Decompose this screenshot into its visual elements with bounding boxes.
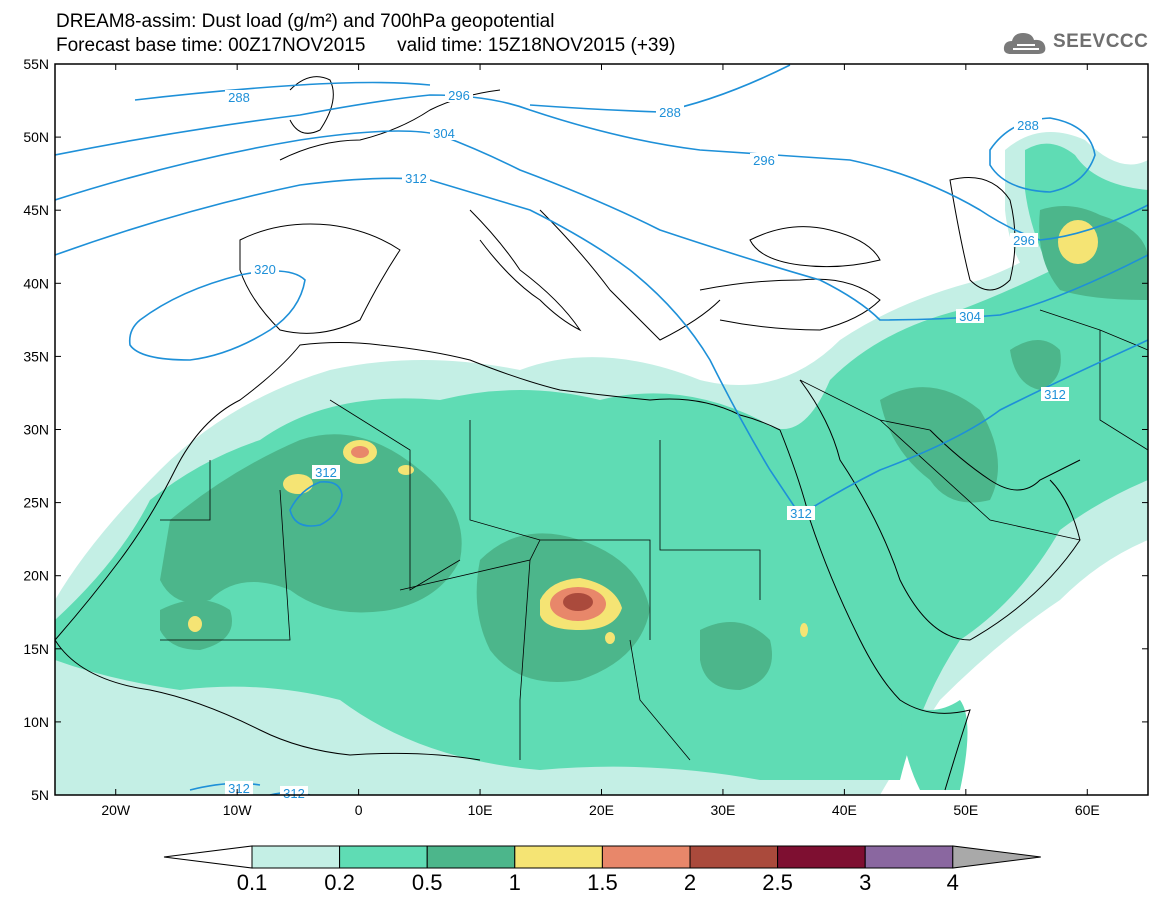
logo-text: SEEVCCC [1053, 31, 1149, 52]
x-tick-label: 20W [101, 802, 131, 818]
coastline-caspian [949, 177, 1016, 291]
colorbar-label: 2 [684, 870, 696, 895]
y-tick-label: 25N [23, 495, 49, 511]
y-tick-label: 10N [23, 714, 49, 730]
colorbar-segments [163, 845, 1041, 869]
coastline-black-sea [749, 226, 881, 268]
coastline-gulf [929, 429, 1081, 491]
colorbar-label: 1 [509, 870, 521, 895]
contour-320 [128, 270, 306, 361]
x-tick-label: 10E [468, 802, 493, 818]
contour-label: 312 [405, 171, 427, 186]
contour-296-west [55, 94, 1148, 241]
dust-area-strong-mauritania [283, 474, 313, 494]
x-axis-ticks: 20W 10W 0 10E 20E 30E 40E 50E 60E [101, 64, 1100, 818]
colorbar-segment [339, 845, 428, 869]
dust-area-red [563, 593, 593, 611]
colorbar-label: 4 [947, 870, 959, 895]
y-tick-label: 30N [23, 422, 49, 438]
contour-label: 320 [254, 262, 276, 277]
dust-area-strong-spot2 [605, 632, 615, 644]
contour-312-sahara [289, 480, 343, 527]
contour-label: 296 [753, 153, 775, 168]
x-tick-label: 40E [832, 802, 857, 818]
contour-label: 312 [315, 465, 337, 480]
cloud-logo-icon [1003, 33, 1046, 54]
contour-label: 288 [1017, 118, 1039, 133]
colorbar-labels: 0.1 0.2 0.5 1 1.5 2 2.5 3 4 [237, 870, 959, 895]
contour-label: 312 [1044, 387, 1066, 402]
y-axis-ticks: 55N 50N 45N 40N 35N 30N 25N 20N 15N 10N 5N [23, 56, 1148, 803]
coastline-iberia [239, 223, 401, 334]
colorbar-label: 0.1 [237, 870, 268, 895]
x-tick-label: 60E [1075, 802, 1100, 818]
x-tick-label: 50E [953, 802, 978, 818]
colorbar-segment [426, 845, 516, 869]
contour-label: 288 [228, 90, 250, 105]
y-tick-label: 20N [23, 568, 49, 584]
forecast-time-line: Forecast base time: 00Z17NOV2015 valid t… [56, 35, 676, 56]
contour-label: 304 [959, 309, 981, 324]
colorbar-segment [777, 845, 866, 869]
contour-288-west [134, 81, 431, 101]
y-tick-label: 40N [23, 275, 49, 291]
map-title: DREAM8-assim: Dust load (g/m²) and 700hP… [56, 11, 555, 32]
colorbar-over-arrow [952, 845, 1041, 869]
colorbar-segment [514, 845, 603, 869]
coastline-balkans [539, 209, 721, 341]
dust-area-heavy-sahara [160, 434, 462, 613]
colorbar-segment [251, 845, 341, 869]
y-tick-label: 45N [23, 202, 49, 218]
colorbar-label: 0.5 [412, 870, 443, 895]
contour-label: 304 [433, 126, 455, 141]
colorbar-under-arrow [163, 845, 253, 869]
dust-area-heavy-iran [1010, 340, 1061, 390]
dust-area-heavy-sudan [700, 622, 772, 690]
x-tick-label: 10W [223, 802, 253, 818]
colorbar-segment [689, 845, 779, 869]
colorbar-label: 3 [859, 870, 871, 895]
y-tick-label: 55N [23, 56, 49, 72]
seevccc-logo: SEEVCCC [1001, 28, 1151, 58]
colorbar-label: 2.5 [762, 870, 793, 895]
dust-area-moderate [55, 220, 1148, 780]
dust-area-orange-algeria [351, 446, 369, 458]
y-tick-label: 15N [23, 641, 49, 657]
coastline-africa-west [55, 639, 481, 761]
x-tick-label: 0 [355, 802, 363, 818]
dust-area-strong-west [188, 616, 202, 632]
coastline-turkey [699, 278, 881, 331]
x-tick-label: 20E [589, 802, 614, 818]
dust-fields [55, 132, 1148, 795]
coastline-africa-north [55, 342, 781, 641]
y-tick-label: 5N [31, 787, 49, 803]
contour-label: 296 [448, 88, 470, 103]
colorbar-label: 0.2 [324, 870, 355, 895]
y-tick-label: 50N [23, 129, 49, 145]
contour-label: 296 [1013, 233, 1035, 248]
y-tick-label: 35N [23, 348, 49, 364]
dust-area-strong-sudan [800, 623, 808, 637]
contour-label-group: 288 296 304 312 320 288 296 288 296 304 … [225, 88, 1069, 801]
colorbar-segment [864, 845, 954, 869]
colorbar-segment [601, 845, 691, 869]
contour-label: 312 [790, 506, 812, 521]
dust-area-moderate-horn [900, 700, 968, 790]
contour-label: 288 [659, 105, 681, 120]
country-borders [160, 309, 1148, 761]
dust-area-strong-caspian [1058, 220, 1098, 264]
contour-312 [55, 177, 1148, 517]
colorbar-label: 1.5 [587, 870, 618, 895]
contour-label: 312 [228, 781, 250, 796]
x-tick-label: 30E [710, 802, 735, 818]
contour-label: 312 [283, 786, 305, 801]
coastline-italy [469, 209, 582, 332]
